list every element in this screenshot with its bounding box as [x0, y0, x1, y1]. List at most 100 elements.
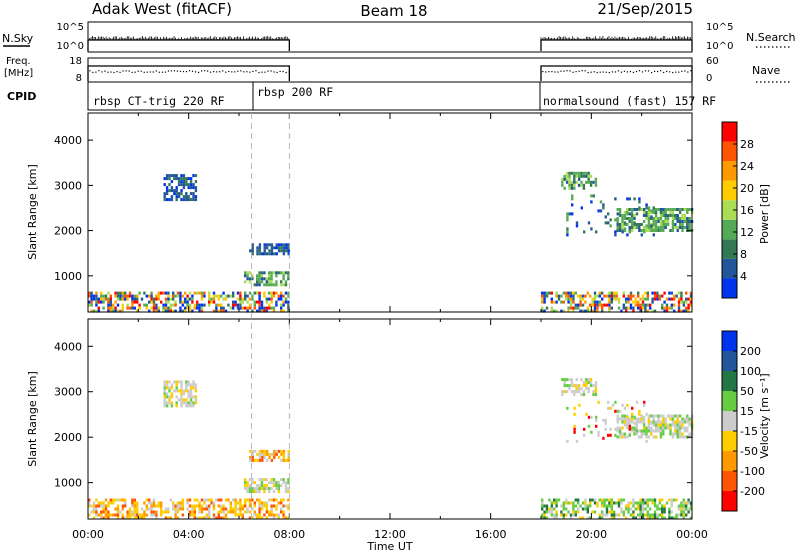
- range-cell: [629, 507, 633, 511]
- range-cell: [90, 504, 93, 508]
- nave-sample: [629, 70, 632, 73]
- range-cell: [215, 309, 218, 313]
- range-cell: [194, 386, 198, 390]
- range-cell: [270, 271, 273, 275]
- range-cell: [595, 418, 598, 422]
- range-cell: [270, 243, 274, 247]
- power-colorbar-label: Power [dB]: [758, 184, 771, 244]
- range-cell: [687, 297, 690, 301]
- range-cell: [180, 398, 183, 402]
- range-cell: [208, 498, 211, 502]
- range-cell: [635, 212, 639, 216]
- range-cell: [282, 510, 285, 514]
- range-cell: [623, 227, 627, 231]
- range-cell: [107, 309, 110, 313]
- range-cell: [136, 507, 139, 511]
- range-cell: [686, 426, 689, 430]
- range-cell: [603, 513, 606, 517]
- range-cell: [287, 478, 290, 482]
- range-cell: [95, 291, 98, 295]
- range-cell: [162, 510, 165, 514]
- range-cell: [621, 435, 624, 439]
- range-cell: [677, 300, 681, 304]
- range-cell: [217, 309, 220, 313]
- range-cell: [138, 513, 141, 517]
- range-cell: [107, 501, 110, 505]
- range-cell: [192, 380, 195, 384]
- range-cell: [639, 507, 642, 511]
- range-cell: [200, 507, 204, 511]
- range-cell: [185, 383, 188, 387]
- nave-sample: [267, 70, 269, 72]
- range-cell: [639, 501, 642, 505]
- cpid-segment-1: rbsp CT-trig 220 RF: [93, 94, 225, 108]
- range-cell: [628, 417, 631, 421]
- range-cell: [92, 297, 96, 301]
- range-cell: [639, 513, 642, 517]
- range-cell: [222, 504, 225, 508]
- range-cell: [192, 383, 195, 387]
- range-cell: [596, 501, 599, 505]
- range-cell: [251, 297, 254, 301]
- range-cell: [650, 215, 653, 219]
- range-cell: [155, 297, 158, 301]
- range-cell: [678, 223, 682, 226]
- range-cell: [280, 452, 283, 456]
- range-cell: [104, 294, 108, 298]
- range-cell: [185, 389, 188, 393]
- range-cell: [90, 297, 93, 301]
- range-cell: [261, 452, 264, 456]
- range-cell: [217, 294, 220, 298]
- range-cell: [670, 498, 673, 502]
- range-cell: [121, 516, 124, 520]
- range-cell: [566, 439, 569, 443]
- range-cell: [232, 510, 235, 514]
- range-cell: [601, 297, 604, 301]
- range-cell: [589, 303, 592, 307]
- range-cell: [543, 309, 546, 313]
- range-cell: [263, 452, 266, 456]
- range-cell: [605, 294, 609, 298]
- range-cell: [246, 484, 249, 488]
- range-cell: [585, 412, 588, 416]
- range-cell: [268, 306, 271, 310]
- range-cell: [670, 501, 673, 505]
- nave-sample: [95, 71, 97, 73]
- range-cell: [647, 420, 651, 424]
- range-cell: [121, 297, 124, 301]
- range-cell: [229, 294, 232, 298]
- range-cell: [126, 297, 129, 301]
- range-cell: [634, 297, 637, 301]
- range-cell: [605, 504, 609, 508]
- range-cell: [608, 303, 611, 307]
- range-cell: [613, 516, 616, 520]
- range-cell: [689, 516, 693, 520]
- range-cell: [241, 297, 244, 301]
- range-cell: [647, 429, 651, 433]
- range-cell: [566, 227, 569, 231]
- range-cell: [662, 229, 665, 232]
- range-cell: [157, 504, 160, 508]
- range-cell: [593, 306, 597, 310]
- range-cell: [614, 409, 617, 413]
- range-cell: [251, 277, 254, 281]
- range-cell: [610, 504, 613, 508]
- range-cell: [189, 386, 193, 390]
- nave-sample: [255, 70, 257, 72]
- freq-panel: Freq. [MHz] 18 8 60 0 Nave: [4, 56, 790, 84]
- range-cell: [198, 303, 201, 307]
- range-cell: [640, 420, 643, 424]
- range-cell: [614, 433, 617, 437]
- range-cell: [208, 510, 211, 514]
- range-cell: [581, 516, 585, 520]
- range-cell: [589, 498, 592, 502]
- range-cell: [682, 300, 685, 304]
- range-cell: [676, 432, 679, 436]
- range-cell: [164, 507, 168, 511]
- range-cell: [671, 214, 675, 217]
- range-cell: [163, 195, 166, 199]
- range-cell: [633, 421, 636, 425]
- range-cell: [651, 501, 654, 505]
- range-cell: [555, 501, 558, 505]
